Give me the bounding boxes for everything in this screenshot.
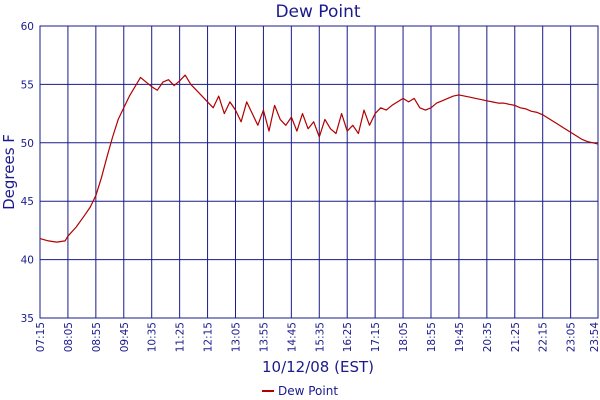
- y-tick-label: 50: [21, 138, 34, 150]
- y-tick-labels: 35 40 45 50 55 60: [21, 21, 34, 325]
- x-tick-label: 21:25: [510, 322, 522, 352]
- x-tick-label: 22:15: [538, 322, 550, 352]
- legend: Dew Point: [262, 384, 338, 398]
- x-tick-label: 18:05: [398, 322, 410, 352]
- x-tick-label: 15:35: [314, 322, 326, 352]
- x-tick-label: 13:55: [258, 322, 270, 352]
- x-tick-label: 20:35: [482, 322, 494, 352]
- x-tick-label: 16:25: [342, 322, 354, 352]
- y-tick-label: 55: [21, 79, 34, 91]
- series-layer: [39, 74, 599, 243]
- x-tick-label: 17:15: [370, 322, 382, 352]
- x-tick-label: 08:55: [91, 322, 103, 352]
- x-tick-label: 23:05: [566, 322, 578, 352]
- plot-frame: [39, 25, 599, 319]
- x-tick-label: 13:05: [230, 322, 242, 352]
- y-tick-label: 35: [21, 313, 34, 325]
- chart-title: Dew Point: [275, 2, 360, 22]
- x-tick-labels: 07:15 08:05 08:55 09:45 10:35 11:25 12:15 13:05…: [35, 322, 600, 353]
- y-tick-label: 45: [21, 196, 34, 208]
- x-tick-label: 08:05: [63, 322, 75, 352]
- grid: [39, 25, 599, 319]
- y-tick-label: 60: [21, 21, 34, 33]
- x-tick-label: 14:45: [286, 322, 298, 352]
- x-tick-label: 11:25: [175, 322, 187, 352]
- series-line-dew-point: [39, 74, 599, 243]
- x-tick-label: 07:15: [35, 322, 47, 352]
- x-tick-label: 12:15: [203, 322, 215, 352]
- y-tick-label: 40: [21, 255, 34, 267]
- x-tick-label: 09:45: [119, 322, 131, 352]
- x-tick-label: 19:45: [454, 322, 466, 352]
- y-axis-title: Degrees F: [0, 134, 18, 210]
- x-tick-label: 18:55: [426, 322, 438, 352]
- x-tick-label: 10:35: [147, 322, 159, 352]
- x-tick-label: 23:54: [589, 322, 600, 353]
- legend-label: Dew Point: [278, 384, 338, 398]
- x-axis-title: 10/12/08 (EST): [262, 358, 374, 376]
